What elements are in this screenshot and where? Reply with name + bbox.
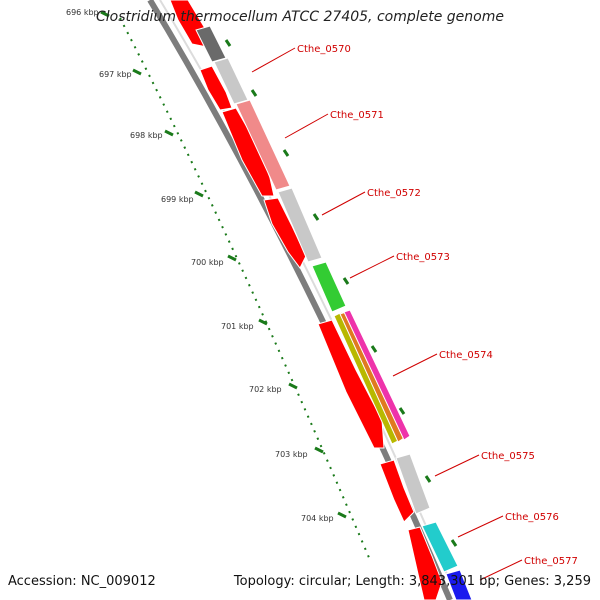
gene-label: Cthe_0577 — [524, 556, 578, 567]
scale-label: 701 kbp — [221, 322, 254, 331]
cds-arrow — [221, 107, 275, 197]
scale-label: 704 kbp — [301, 514, 334, 523]
feature-gray — [395, 453, 431, 515]
scale-label: 699 kbp — [161, 195, 194, 204]
accession-text: Accession: NC_009012 — [8, 574, 156, 589]
gene-label: Cthe_0574 — [439, 350, 493, 361]
scale-label: 703 kbp — [275, 450, 308, 459]
leader-lines — [251, 47, 523, 581]
feature-dark — [195, 25, 227, 63]
gene-label: Cthe_0575 — [481, 451, 535, 462]
map-title: Clostridium thermocellum ATCC 27405, com… — [96, 9, 504, 25]
gene-labels: Cthe_0570 Cthe_0571 Cthe_0572 Cthe_0573 … — [297, 44, 578, 567]
scale-label: 696 kbp — [66, 8, 99, 17]
outer-ticks — [224, 39, 458, 547]
scale-label: 700 kbp — [191, 258, 224, 267]
feature-gray — [213, 57, 249, 105]
cds-arrow — [317, 319, 385, 449]
feature-gray — [277, 187, 323, 263]
gene-label: Cthe_0573 — [396, 252, 450, 263]
gene-label: Cthe_0572 — [367, 188, 421, 199]
feature-track — [195, 25, 473, 600]
scale-label: 697 kbp — [99, 70, 132, 79]
feature-blue — [445, 569, 473, 600]
cds-track — [169, 0, 443, 600]
feature-green — [311, 261, 347, 313]
scale-ticks — [100, 10, 347, 519]
feature-pink — [235, 99, 291, 191]
gene-label: Cthe_0576 — [505, 512, 559, 523]
gene-label: Cthe_0570 — [297, 44, 351, 55]
gene-label: Cthe_0571 — [330, 110, 384, 121]
genome-stats: Topology: circular; Length: 3,843,301 bp… — [233, 574, 591, 589]
cds-arrow — [199, 65, 233, 111]
cds-arrow — [407, 526, 443, 600]
cds-arrow — [263, 197, 307, 269]
scale-label: 698 kbp — [130, 131, 163, 140]
feature-cyan — [421, 521, 459, 573]
scale-labels: 696 kbp 697 kbp 698 kbp 699 kbp 700 kbp … — [66, 8, 334, 523]
feature-stripe-magenta — [343, 309, 411, 441]
cds-arrow — [379, 459, 415, 523]
scale-label: 702 kbp — [249, 385, 282, 394]
